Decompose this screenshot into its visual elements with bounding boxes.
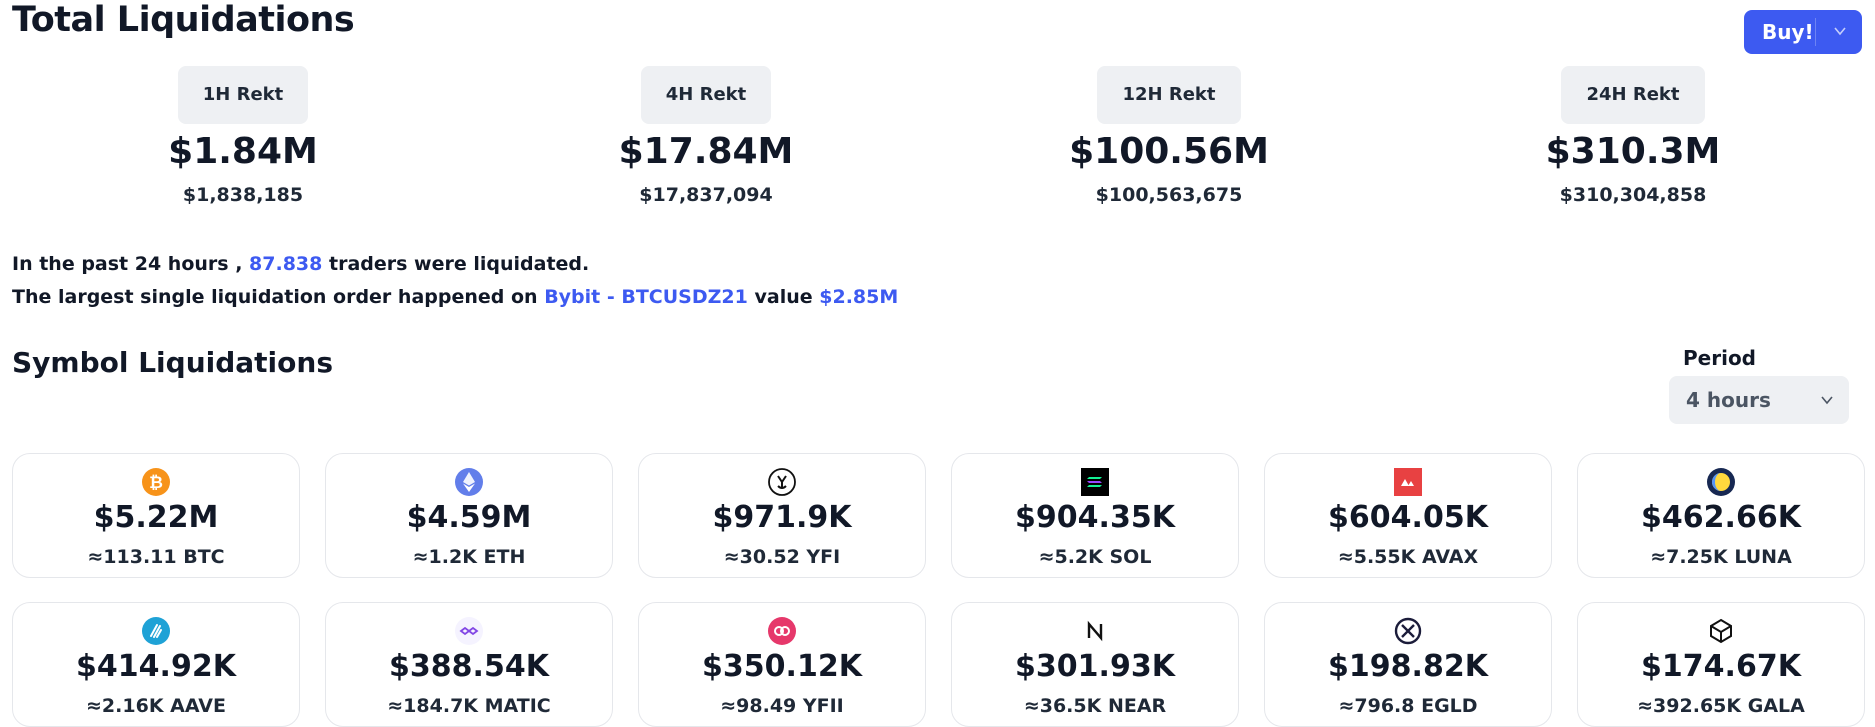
card-amount: ≈392.65K GALA	[1637, 695, 1805, 717]
rekt-12h: 12H Rekt $100.56M $100,563,675	[969, 66, 1369, 206]
symbol-card-aave[interactable]: $414.92K ≈2.16K AAVE	[12, 602, 300, 727]
rekt-12h-short: $100.56M	[1069, 131, 1269, 172]
rekt-tab-4h[interactable]: 4H Rekt	[640, 66, 772, 124]
rekt-24h-short: $310.3M	[1545, 131, 1721, 172]
card-value: $414.92K	[76, 649, 236, 684]
aave-icon	[142, 617, 170, 645]
card-value: $904.35K	[1015, 500, 1175, 535]
card-value: $604.05K	[1328, 500, 1488, 535]
card-value: $350.12K	[702, 649, 862, 684]
exchange-pair-link[interactable]: Bybit - BTCUSDZ21	[544, 286, 748, 308]
gala-icon	[1710, 618, 1732, 644]
symbol-card-matic[interactable]: $388.54K ≈184.7K MATIC	[325, 602, 613, 727]
summary-line-1: In the past 24 hours , 87.838 traders we…	[12, 248, 898, 281]
rekt-24h: 24H Rekt $310.3M $310,304,858	[1433, 66, 1833, 206]
traders-count-link[interactable]: 87.838	[249, 253, 323, 275]
card-amount: ≈2.16K AAVE	[86, 695, 226, 717]
card-amount: ≈98.49 YFII	[720, 695, 844, 717]
section-title: Symbol Liquidations	[12, 346, 333, 379]
period-select-value: 4 hours	[1686, 388, 1771, 412]
card-amount: ≈113.11 BTC	[87, 546, 225, 568]
rekt-4h-full: $17,837,094	[639, 184, 773, 206]
period-select[interactable]: 4 hours	[1669, 376, 1849, 424]
symbol-card-egld[interactable]: $198.82K ≈796.8 EGLD	[1264, 602, 1552, 727]
rekt-tab-12h[interactable]: 12H Rekt	[1097, 66, 1241, 124]
chevron-down-icon	[1834, 27, 1846, 36]
symbol-card-sol[interactable]: $904.35K ≈5.2K SOL	[951, 453, 1239, 578]
card-amount: ≈36.5K NEAR	[1023, 695, 1167, 717]
rekt-12h-full: $100,563,675	[1095, 184, 1243, 206]
avalanche-icon	[1394, 468, 1422, 496]
symbol-card-yfi[interactable]: $971.9K ≈30.52 YFI	[638, 453, 926, 578]
card-value: $174.67K	[1641, 649, 1801, 684]
buy-button-label: Buy!	[1762, 20, 1814, 44]
near-icon	[1087, 620, 1103, 642]
card-amount: ≈30.52 YFI	[723, 546, 841, 568]
elrond-icon	[1394, 617, 1422, 645]
symbol-card-avax[interactable]: $604.05K ≈5.55K AVAX	[1264, 453, 1552, 578]
buy-button-divider	[1815, 18, 1816, 46]
card-value: $388.54K	[389, 649, 549, 684]
rekt-4h-short: $17.84M	[618, 131, 794, 172]
card-value: $462.66K	[1641, 500, 1801, 535]
card-amount: ≈7.25K LUNA	[1650, 546, 1792, 568]
buy-button[interactable]: Buy!	[1744, 10, 1862, 54]
liquidation-summary: In the past 24 hours , 87.838 traders we…	[12, 248, 898, 314]
symbol-card-eth[interactable]: $4.59M ≈1.2K ETH	[325, 453, 613, 578]
symbol-card-near[interactable]: $301.93K ≈36.5K NEAR	[951, 602, 1239, 727]
rekt-24h-full: $310,304,858	[1559, 184, 1707, 206]
card-value: $301.93K	[1015, 649, 1175, 684]
summary-line2-mid: value	[754, 286, 813, 308]
summary-line1-suffix: traders were liquidated.	[329, 253, 590, 275]
solana-icon	[1081, 468, 1109, 496]
card-value: $4.59M	[406, 500, 532, 535]
symbol-card-btc[interactable]: ₿ $5.22M ≈113.11 BTC	[12, 453, 300, 578]
rekt-1h-short: $1.84M	[168, 131, 318, 172]
largest-value-link[interactable]: $2.85M	[819, 286, 899, 308]
ethereum-icon	[455, 468, 483, 496]
rekt-tab-24h[interactable]: 24H Rekt	[1561, 66, 1705, 124]
card-amount: ≈1.2K ETH	[412, 546, 526, 568]
bitcoin-icon: ₿	[142, 468, 170, 496]
rekt-summary-row: 1H Rekt $1.84M $1,838,185 4H Rekt $17.84…	[0, 66, 1875, 216]
svg-text:₿: ₿	[149, 473, 163, 493]
summary-line-2: The largest single liquidation order hap…	[12, 281, 898, 314]
polygon-icon	[455, 617, 483, 645]
chevron-down-icon	[1821, 396, 1833, 405]
summary-line2-prefix: The largest single liquidation order hap…	[12, 286, 538, 308]
summary-line1-prefix: In the past 24 hours ,	[12, 253, 243, 275]
symbol-card-gala[interactable]: $174.67K ≈392.65K GALA	[1577, 602, 1865, 727]
card-amount: ≈5.55K AVAX	[1337, 546, 1479, 568]
card-amount: ≈796.8 EGLD	[1338, 695, 1478, 717]
card-value: $198.82K	[1328, 649, 1488, 684]
card-value: $5.22M	[93, 500, 219, 535]
rekt-1h-full: $1,838,185	[182, 184, 304, 206]
symbol-card-yfii[interactable]: $350.12K ≈98.49 YFII	[638, 602, 926, 727]
card-amount: ≈184.7K MATIC	[387, 695, 551, 717]
luna-icon	[1707, 468, 1735, 496]
rekt-tab-1h[interactable]: 1H Rekt	[177, 66, 309, 124]
card-value: $971.9K	[712, 500, 852, 535]
rekt-4h: 4H Rekt $17.84M $17,837,094	[506, 66, 906, 206]
card-amount: ≈5.2K SOL	[1038, 546, 1152, 568]
page-title: Total Liquidations	[12, 0, 355, 40]
rekt-1h: 1H Rekt $1.84M $1,838,185	[43, 66, 443, 206]
yfi-icon	[768, 468, 796, 496]
period-label: Period	[1683, 346, 1756, 370]
symbol-card-luna[interactable]: $462.66K ≈7.25K LUNA	[1577, 453, 1865, 578]
yfii-icon	[768, 617, 796, 645]
